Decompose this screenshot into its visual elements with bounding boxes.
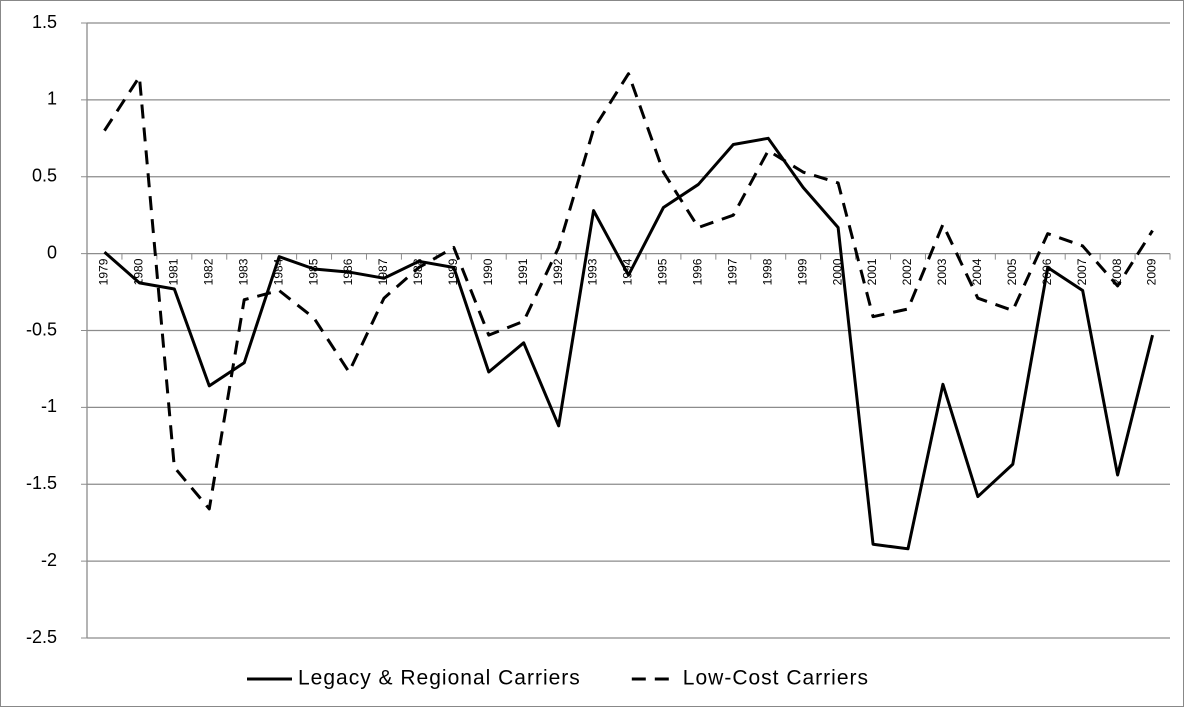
x-tick-label: 1983 — [236, 258, 250, 285]
y-tick-label: -0.5 — [26, 319, 57, 339]
x-tick-label: 2001 — [865, 258, 879, 285]
x-tick-label: 1991 — [516, 258, 530, 285]
y-tick-label: -1 — [41, 396, 57, 416]
legend-label: Low-Cost Carriers — [683, 667, 869, 690]
x-tick-label: 2008 — [1110, 258, 1124, 285]
x-tick-label: 1998 — [760, 258, 774, 285]
x-tick-label: 1981 — [167, 258, 181, 285]
x-tick-label: 1979 — [97, 258, 111, 285]
y-tick-label: 0.5 — [32, 166, 57, 186]
x-tick-label: 2009 — [1145, 258, 1159, 285]
y-tick-label: -2.5 — [26, 627, 57, 647]
x-tick-label: 2003 — [935, 258, 949, 285]
x-tick-label: 1990 — [481, 258, 495, 285]
x-tick-label: 2007 — [1075, 258, 1089, 285]
x-tick-label: 1995 — [656, 258, 670, 285]
y-tick-label: 0 — [47, 242, 57, 262]
legend-label: Legacy & Regional Carriers — [298, 667, 581, 690]
x-tick-label: 1997 — [725, 258, 739, 285]
series-line — [103, 136, 1154, 551]
series-line — [103, 72, 1154, 511]
y-tick-label: 1.5 — [32, 12, 57, 32]
x-tick-label: 1992 — [551, 258, 565, 285]
y-tick-label: -2 — [41, 550, 57, 570]
x-tick-label: 2005 — [1005, 258, 1019, 285]
x-tick-label: 1993 — [586, 258, 600, 285]
x-tick-label: 2002 — [900, 258, 914, 285]
y-tick-label: 1 — [47, 89, 57, 109]
x-tick-label: 2004 — [970, 258, 984, 285]
x-tick-label: 1985 — [306, 258, 320, 285]
x-tick-label: 1982 — [201, 258, 215, 285]
x-tick-label: 1996 — [691, 258, 705, 285]
x-tick-label: 1999 — [795, 258, 809, 285]
y-tick-label: -1.5 — [26, 473, 57, 493]
x-tick-label: 1987 — [376, 258, 390, 285]
